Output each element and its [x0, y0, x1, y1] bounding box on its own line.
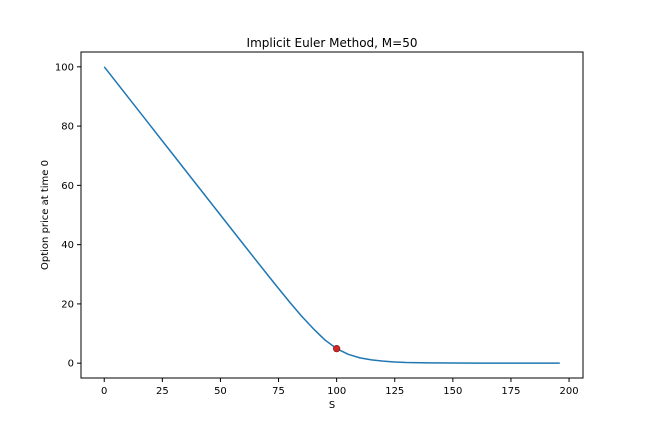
- y-tick-label: 0: [68, 359, 74, 370]
- y-tick-label: 60: [61, 181, 74, 192]
- plot-layer: 0 25 50 75 100 125 150 175 200 0 20 40 60 80 100: [55, 62, 579, 397]
- x-tick-label: 175: [501, 386, 520, 397]
- x-tick-label: 150: [443, 386, 462, 397]
- chart-title: Implicit Euler Method, M=50: [247, 36, 418, 50]
- x-axis-label: S: [329, 400, 335, 411]
- y-tick-label: 80: [61, 122, 74, 133]
- y-axis-label: Option price at time 0: [40, 160, 51, 270]
- x-tick-label: 75: [272, 386, 285, 397]
- data-point-marker: [333, 345, 341, 353]
- x-tick-label: 100: [327, 386, 346, 397]
- y-tick-label: 100: [55, 62, 74, 73]
- y-tick-label: 20: [61, 299, 74, 310]
- x-tick-label: 50: [214, 386, 227, 397]
- plot-frame: [80, 51, 584, 379]
- series-line: [103, 66, 560, 364]
- y-tick-label: 40: [61, 240, 74, 251]
- x-tick-label: 200: [560, 386, 579, 397]
- x-tick-label: 0: [101, 386, 107, 397]
- x-tick-label: 125: [385, 386, 404, 397]
- x-tick-label: 25: [156, 386, 169, 397]
